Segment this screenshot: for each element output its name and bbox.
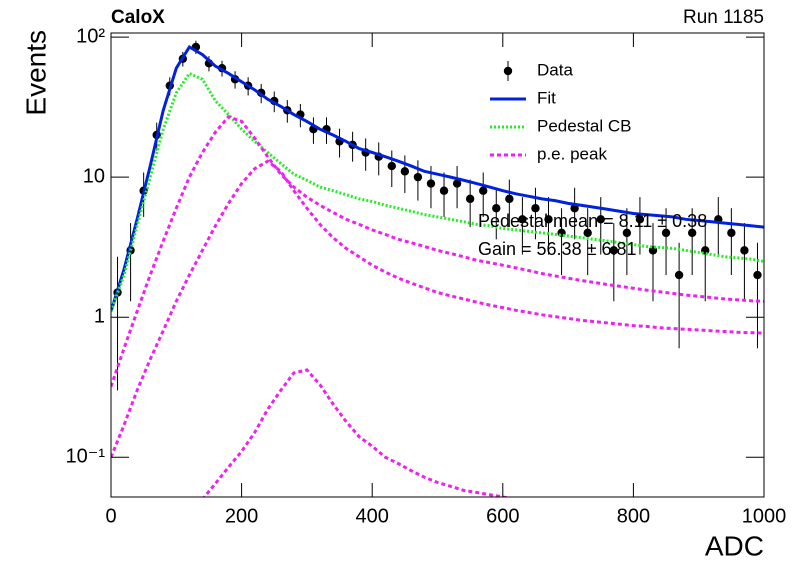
data-point: [439, 186, 449, 195]
data-point: [609, 246, 619, 255]
data-point: [622, 228, 632, 238]
data-point: [544, 215, 553, 224]
data-point: [479, 186, 488, 195]
data-point: [635, 215, 645, 224]
y-axis-label: Events: [20, 30, 51, 116]
fit-line: [111, 44, 764, 312]
data-point: [492, 204, 501, 213]
legend-label: p.e. peak: [537, 144, 607, 163]
y-tick-label: 1: [94, 305, 105, 327]
data-point: [661, 228, 671, 238]
y-tick-label: 10²: [76, 25, 105, 47]
component-curve: [202, 368, 512, 497]
data-point: [426, 179, 436, 188]
data-point: [674, 270, 684, 280]
data-point: [583, 228, 592, 238]
chart-subtitle: Run 1185: [683, 7, 764, 28]
x-tick-label: 200: [225, 505, 258, 527]
chart-title: CaloX: [111, 7, 165, 28]
component-curve: [111, 114, 764, 387]
frame: [110, 32, 765, 498]
data-point: [452, 179, 462, 188]
annotation: Gain = 56.38 ± 6.81: [478, 239, 637, 259]
data-point: [687, 228, 697, 238]
legend-marker: [503, 66, 513, 76]
data-point: [465, 194, 475, 204]
legend-label: Data: [537, 60, 573, 79]
data-point: [413, 172, 423, 182]
data-point: [505, 194, 514, 204]
x-tick-label: 0: [105, 505, 116, 527]
x-tick-label: 600: [486, 505, 519, 527]
component-curve: [111, 71, 764, 312]
legend-label: Pedestal CB: [537, 116, 632, 135]
x-tick-label: 400: [356, 505, 389, 527]
data-point: [518, 215, 527, 224]
x-axis-label: ADC: [705, 530, 764, 561]
data-point: [727, 228, 736, 238]
plot-area: [111, 40, 764, 497]
legend-label: Fit: [537, 88, 556, 107]
data-point: [400, 167, 410, 176]
component-curve: [111, 159, 764, 458]
x-tick-label: 800: [617, 505, 650, 527]
data-point: [531, 204, 540, 213]
data-point: [596, 215, 605, 224]
data-point: [740, 246, 749, 255]
x-tick-label: 1000: [742, 505, 787, 527]
data-point: [753, 270, 762, 280]
data-point: [387, 161, 396, 171]
annotation: Pedestal mean = 8.11 ± 0.38: [478, 211, 707, 231]
y-tick-label: 10: [83, 165, 105, 187]
y-tick-label: 10⁻¹: [66, 446, 106, 468]
